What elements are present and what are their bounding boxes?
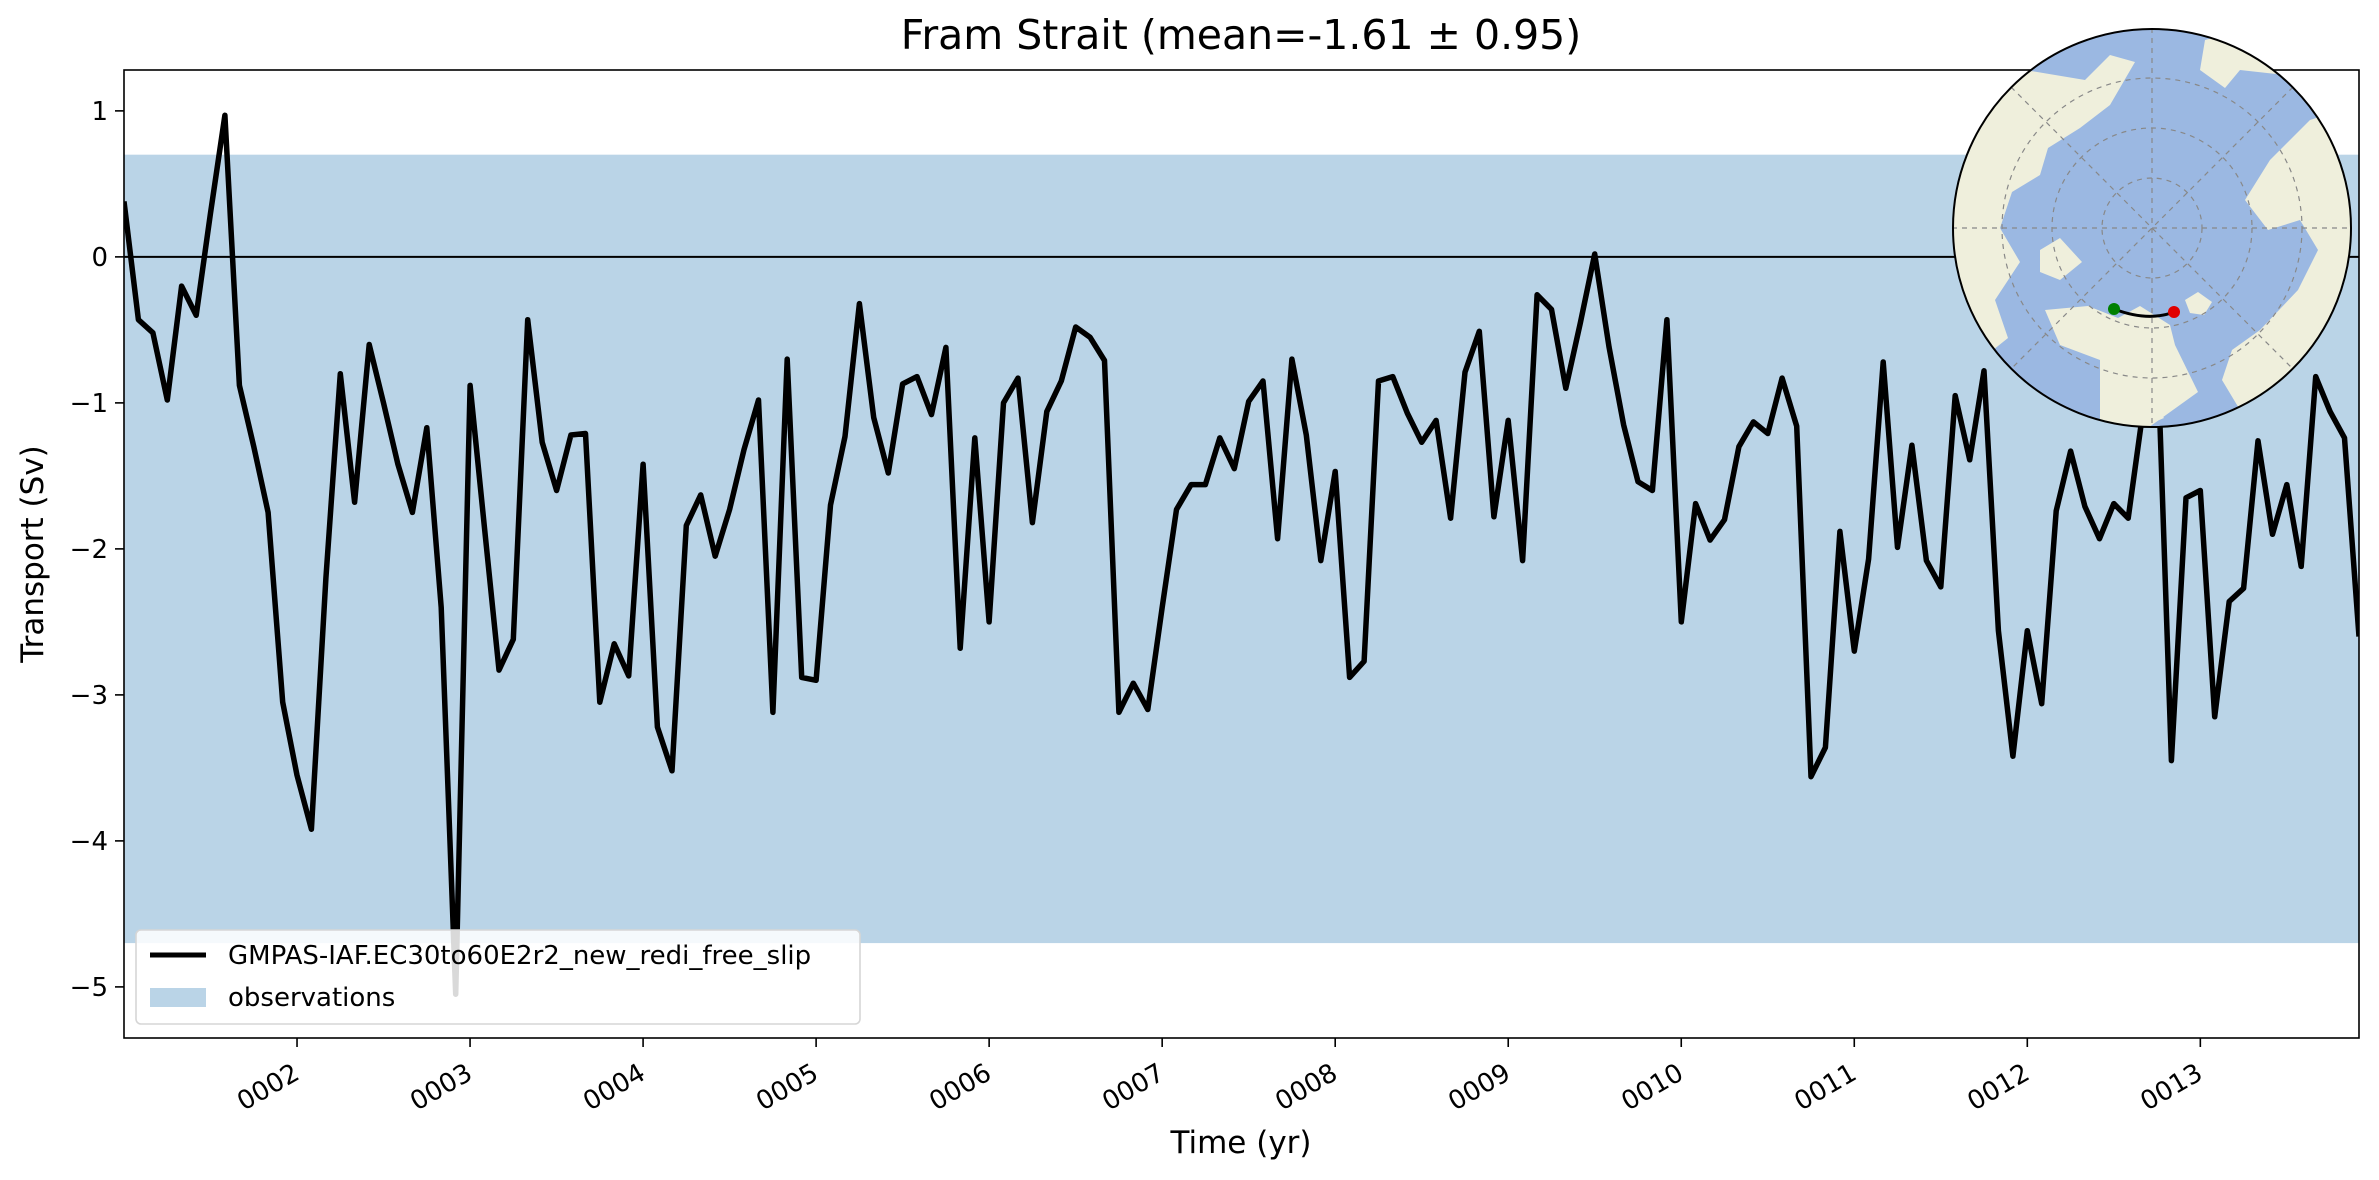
land-iceland <box>2122 402 2164 427</box>
y-tick-label: 1 <box>91 97 108 127</box>
y-axis-label: Transport (Sv) <box>15 445 51 664</box>
y-tick-label: −4 <box>70 827 108 857</box>
land-north-america <box>1953 55 2135 370</box>
legend-label-observations: observations <box>228 983 395 1013</box>
section-start-marker <box>2108 303 2120 315</box>
land-svalbard <box>2185 292 2212 315</box>
map-graticule <box>1953 29 2351 427</box>
map-border <box>1952 28 2352 428</box>
section-end-marker <box>2168 306 2180 318</box>
legend-swatch-observations <box>150 988 206 1007</box>
y-tick-label: −3 <box>70 681 108 711</box>
y-tick-label: −1 <box>70 389 108 419</box>
legend-label-model: GMPAS-IAF.EC30to60E2r2_new_redi_free_sli… <box>228 941 811 971</box>
series-group <box>124 112 2359 997</box>
legend-frame <box>135 929 861 1025</box>
series-line-0 <box>124 112 2359 997</box>
plot-frame <box>123 69 2360 1039</box>
chart-title: Fram Strait (mean=-1.61 ± 0.95) <box>901 11 1582 59</box>
inset-polar-map <box>1952 28 2352 428</box>
land-ellesmere <box>2040 238 2082 280</box>
legend: GMPAS-IAF.EC30to60E2r2_new_redi_free_sli… <box>135 929 861 1025</box>
y-axis: 1 0 −1 −2 −3 −4 −5 <box>70 97 124 1003</box>
y-tick-label: −2 <box>70 535 108 565</box>
y-tick-label: −5 <box>70 973 108 1003</box>
y-tick-label: 0 <box>91 243 108 273</box>
x-axis-label: Time (yr) <box>1170 1125 1312 1161</box>
land-greenland <box>2045 306 2198 427</box>
